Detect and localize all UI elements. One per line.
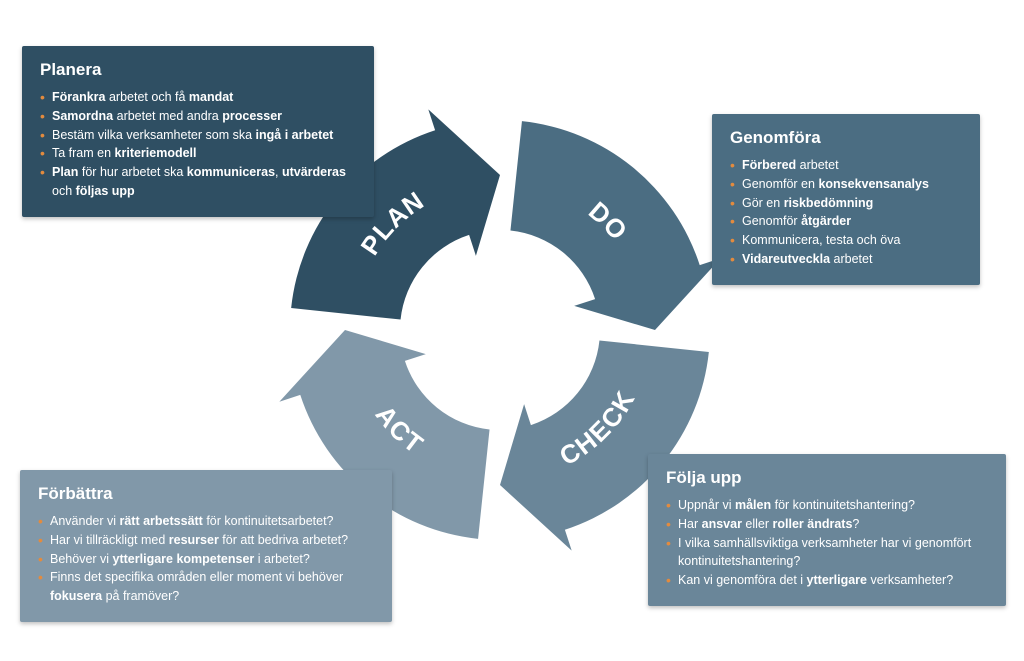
- card-check-item: Har ansvar eller roller ändrats?: [666, 515, 988, 534]
- card-check-item: Uppnår vi målen för kontinuitetshanterin…: [666, 496, 988, 515]
- card-act-items: Använder vi rätt arbetssätt för kontinui…: [38, 512, 374, 606]
- card-check-title: Följa upp: [666, 468, 988, 488]
- card-plan-item: Förankra arbetet och få mandat: [40, 88, 356, 107]
- card-act-title: Förbättra: [38, 484, 374, 504]
- card-act-item: Har vi tillräckligt med resurser för att…: [38, 531, 374, 550]
- card-plan-title: Planera: [40, 60, 356, 80]
- card-do-item: Genomför en konsekvensanalys: [730, 175, 962, 194]
- card-do-item: Gör en riskbedömning: [730, 194, 962, 213]
- card-check-items: Uppnår vi målen för kontinuitetshanterin…: [666, 496, 988, 590]
- card-plan: Planera Förankra arbetet och få mandatSa…: [22, 46, 374, 217]
- card-plan-items: Förankra arbetet och få mandatSamordna a…: [40, 88, 356, 201]
- card-plan-item: Bestäm vilka verksamheter som ska ingå i…: [40, 126, 356, 145]
- card-do-items: Förbered arbetetGenomför en konsekvensan…: [730, 156, 962, 269]
- card-check-item: Kan vi genomföra det i ytterligare verks…: [666, 571, 988, 590]
- card-do: Genomföra Förbered arbetetGenomför en ko…: [712, 114, 980, 285]
- card-plan-item: Plan för hur arbetet ska kommuniceras, u…: [40, 163, 356, 201]
- card-do-item: Vidareutveckla arbetet: [730, 250, 962, 269]
- card-do-item: Kommunicera, testa och öva: [730, 231, 962, 250]
- card-act-item: Behöver vi ytterligare kompetenser i arb…: [38, 550, 374, 569]
- card-do-item: Genomför åtgärder: [730, 212, 962, 231]
- card-act-item: Finns det specifika områden eller moment…: [38, 568, 374, 606]
- card-act-item: Använder vi rätt arbetssätt för kontinui…: [38, 512, 374, 531]
- card-check: Följa upp Uppnår vi målen för kontinuite…: [648, 454, 1006, 606]
- card-check-item: I vilka samhällsviktiga verksamheter har…: [666, 534, 988, 572]
- card-do-title: Genomföra: [730, 128, 962, 148]
- card-do-item: Förbered arbetet: [730, 156, 962, 175]
- card-plan-item: Samordna arbetet med andra processer: [40, 107, 356, 126]
- card-plan-item: Ta fram en kriteriemodell: [40, 144, 356, 163]
- card-act: Förbättra Använder vi rätt arbetssätt fö…: [20, 470, 392, 622]
